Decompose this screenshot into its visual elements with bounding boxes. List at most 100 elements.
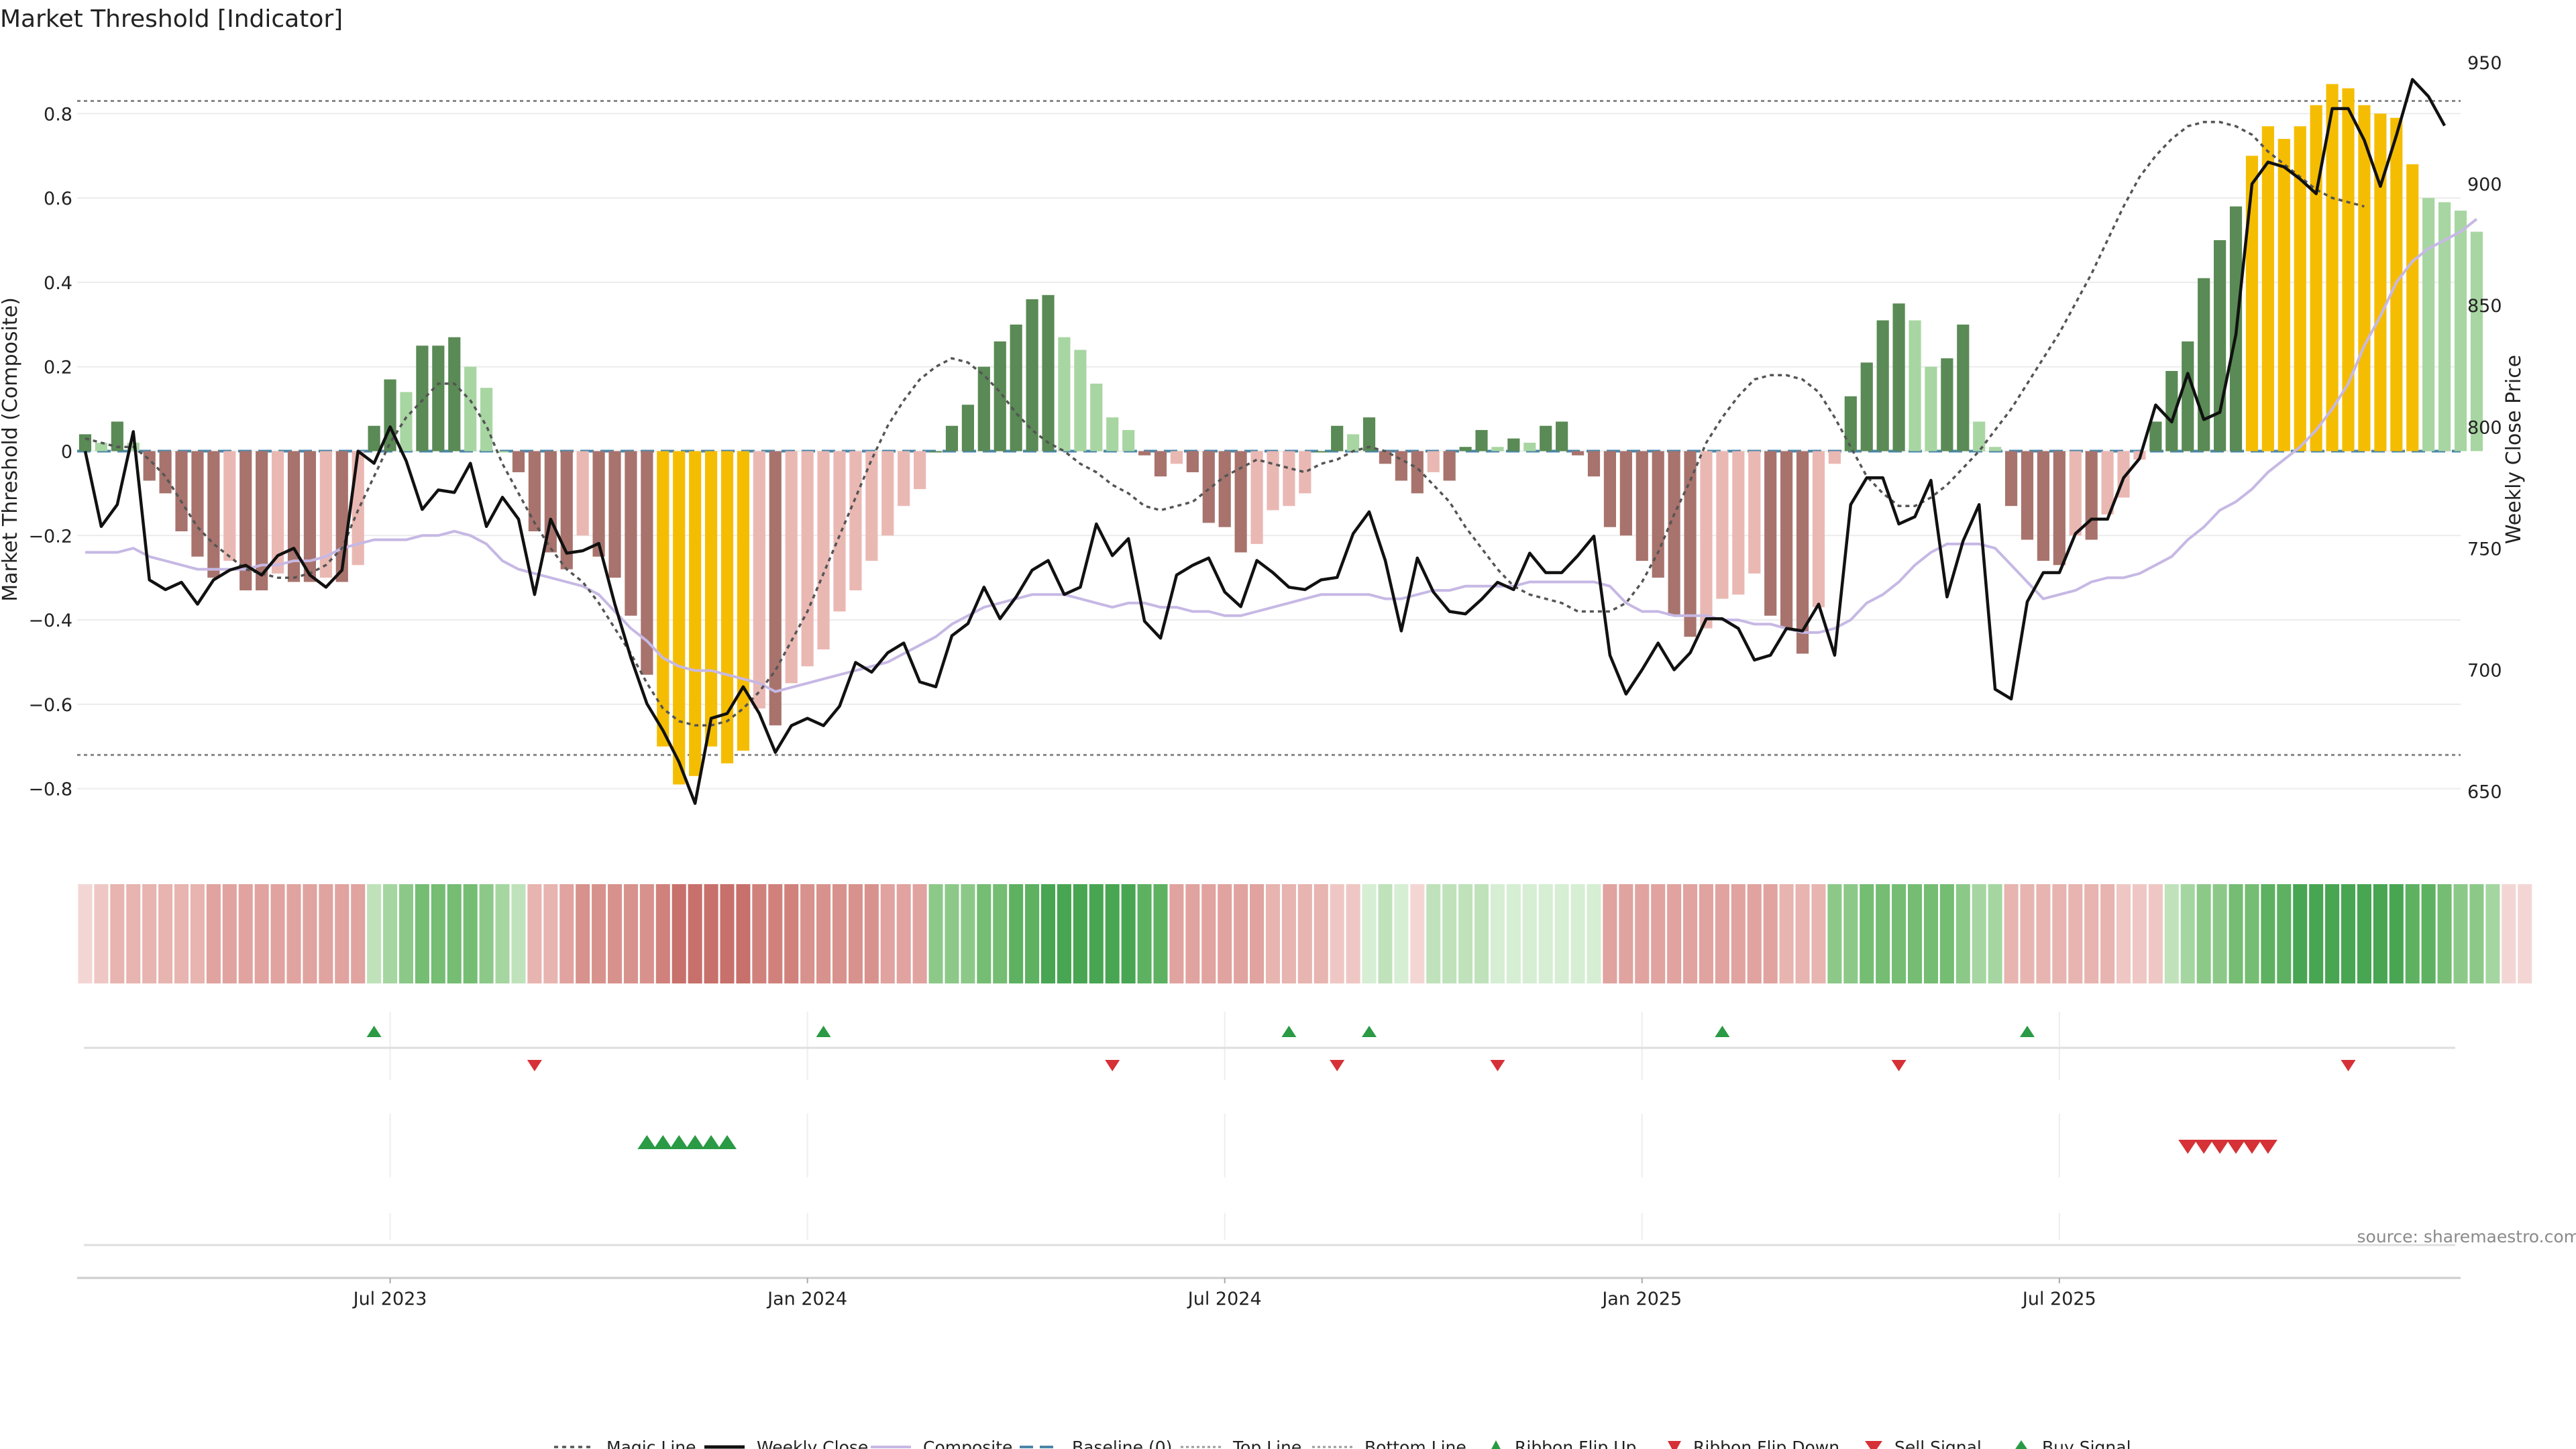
right-tick-label-3: 800 xyxy=(2467,417,2502,438)
bar-17 xyxy=(352,451,364,566)
ribbon-cell-56 xyxy=(977,884,991,983)
ribbon-cell-86 xyxy=(1458,884,1473,983)
ribbon-flip-panel xyxy=(84,1012,2455,1080)
ribbon-cell-43 xyxy=(768,884,783,983)
ribbon-cell-64 xyxy=(1105,884,1120,983)
legend-swatch-8 xyxy=(1865,1441,1882,1449)
ribbon-cell-146 xyxy=(2421,884,2436,983)
ribbon-cell-72 xyxy=(1234,884,1248,983)
bar-126 xyxy=(2101,451,2114,515)
ribbon-cell-54 xyxy=(945,884,959,983)
ribbon-cell-103 xyxy=(1731,884,1746,983)
bar-88 xyxy=(1491,447,1504,451)
bar-37 xyxy=(673,451,686,785)
bar-118 xyxy=(1973,421,1986,451)
ribbon-cell-96 xyxy=(1619,884,1633,983)
bar-27 xyxy=(512,451,525,472)
legend-label-1: Weekly Close xyxy=(757,1438,868,1449)
ribbon-cell-1 xyxy=(94,884,109,983)
bar-48 xyxy=(849,451,862,591)
ribbon-cell-7 xyxy=(190,884,205,983)
right-axis-label: Weekly Close Price xyxy=(2502,355,2526,544)
ribbon-cell-106 xyxy=(1779,884,1794,983)
bar-124 xyxy=(2069,451,2082,536)
ribbon-cell-130 xyxy=(2164,884,2179,983)
weekly-close-line xyxy=(83,78,2447,805)
sell-signal-2 xyxy=(2210,1140,2230,1154)
bar-141 xyxy=(2342,88,2355,451)
bar-45 xyxy=(801,451,814,667)
bar-115 xyxy=(1925,366,1937,451)
bar-49 xyxy=(865,451,878,561)
bar-75 xyxy=(1283,451,1295,506)
ribbon-cell-5 xyxy=(158,884,173,983)
ribbon-flip-down-1 xyxy=(1105,1060,1120,1071)
ribbon-cell-18 xyxy=(367,884,382,983)
bar-116 xyxy=(1941,358,1953,451)
bar-40 xyxy=(720,451,734,763)
ribbon-cell-31 xyxy=(576,884,590,983)
ribbon-cell-35 xyxy=(639,884,654,983)
bar-97 xyxy=(1635,451,1648,561)
bar-96 xyxy=(1619,451,1632,536)
ribbon-cell-44 xyxy=(784,884,799,983)
ribbon-cell-9 xyxy=(222,884,237,983)
bar-5 xyxy=(159,451,172,494)
left-tick-label-4: 0 xyxy=(61,442,72,463)
bar-74 xyxy=(1267,451,1279,511)
composite-bars xyxy=(78,84,2483,785)
ribbon-cell-119 xyxy=(1988,884,2002,983)
ribbon-cell-38 xyxy=(688,884,702,983)
bar-71 xyxy=(1218,451,1231,527)
bar-66 xyxy=(1138,451,1151,455)
ribbon-cell-129 xyxy=(2148,884,2163,983)
ribbon-cell-24 xyxy=(463,884,478,983)
bar-93 xyxy=(1571,451,1585,455)
bar-130 xyxy=(2165,371,2178,451)
bar-30 xyxy=(560,451,573,570)
left-tick-label-6: 0.4 xyxy=(44,273,72,294)
ribbon-flip-up-2 xyxy=(1281,1026,1297,1037)
buy-signal-5 xyxy=(718,1135,737,1149)
ribbon-cell-140 xyxy=(2325,884,2340,983)
ribbon-cell-150 xyxy=(2485,884,2500,983)
ribbon-cell-126 xyxy=(2100,884,2115,983)
ribbon-cell-91 xyxy=(1538,884,1553,983)
bar-114 xyxy=(1909,320,1921,451)
bar-10 xyxy=(239,451,252,591)
sell-signal-0 xyxy=(2178,1140,2198,1154)
ribbon-cell-63 xyxy=(1089,884,1104,983)
ribbon-cell-14 xyxy=(303,884,317,983)
bar-119 xyxy=(1989,447,2002,451)
bar-122 xyxy=(2037,451,2050,561)
ribbon-cell-29 xyxy=(543,884,558,983)
ribbon-cell-127 xyxy=(2116,884,2131,983)
bar-44 xyxy=(785,451,798,684)
ribbon-flip-up-5 xyxy=(2020,1026,2035,1037)
ribbon-cell-94 xyxy=(1587,884,1601,983)
bar-32 xyxy=(592,451,605,557)
ribbon-cell-33 xyxy=(607,884,623,983)
ribbon-flip-up-3 xyxy=(1362,1026,1377,1037)
ribbon-cell-23 xyxy=(447,884,462,983)
left-axis-label: Market Threshold (Composite) xyxy=(0,297,22,602)
bar-99 xyxy=(1668,451,1680,616)
ribbon-cell-42 xyxy=(752,884,767,983)
ribbon-cell-139 xyxy=(2309,884,2324,983)
bar-50 xyxy=(881,451,894,536)
ribbon-cell-110 xyxy=(1843,884,1858,983)
bar-106 xyxy=(1780,451,1793,629)
left-tick-label-1: −0.6 xyxy=(28,695,72,716)
ribbon-cell-36 xyxy=(655,884,670,983)
bar-65 xyxy=(1122,430,1135,451)
right-tick-label-5: 900 xyxy=(2467,174,2502,195)
right-tick-label-0: 650 xyxy=(2467,782,2502,802)
ribbon-cell-69 xyxy=(1185,884,1200,983)
ribbon-cell-57 xyxy=(993,884,1008,983)
bar-137 xyxy=(2277,139,2290,451)
bar-77 xyxy=(1315,451,1328,453)
ribbon-cell-101 xyxy=(1699,884,1714,983)
bar-59 xyxy=(1026,299,1038,451)
right-tick-label-6: 950 xyxy=(2467,53,2502,74)
ribbon-cell-66 xyxy=(1137,884,1152,983)
